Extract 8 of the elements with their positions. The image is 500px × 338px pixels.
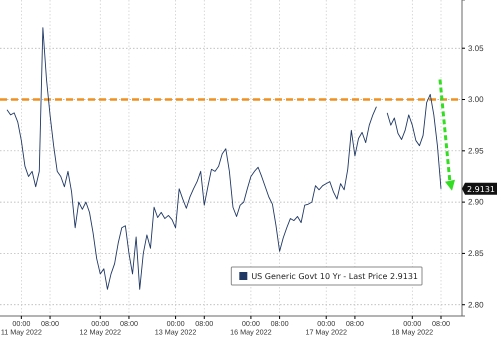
y-tick-label: 3.05 (468, 44, 484, 53)
y-tick-label: 2.90 (468, 198, 484, 207)
y-tick-label: 2.95 (468, 146, 484, 156)
y-tick-label: 3.00 (468, 95, 484, 104)
y-tick-label: 2.80 (468, 300, 484, 310)
text: 2.9131 (467, 184, 495, 194)
legend-label: US Generic Govt 10 Yr - Last Price 2.9131 (251, 272, 418, 281)
y-tick-label: 2.85 (468, 248, 484, 258)
